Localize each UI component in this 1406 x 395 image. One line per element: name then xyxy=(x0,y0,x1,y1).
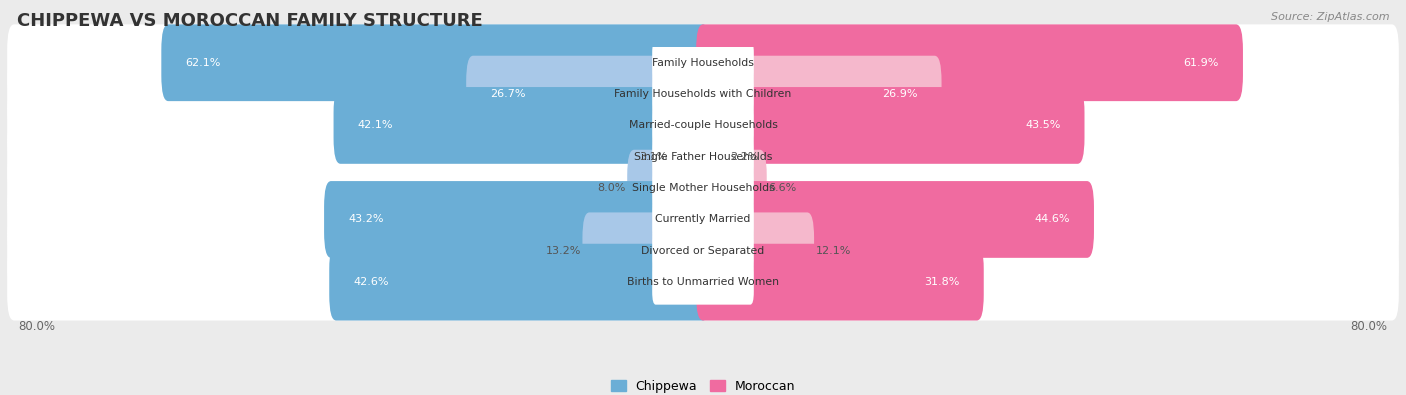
Text: 42.1%: 42.1% xyxy=(357,120,394,130)
FancyBboxPatch shape xyxy=(696,56,942,132)
FancyBboxPatch shape xyxy=(7,24,1399,101)
FancyBboxPatch shape xyxy=(696,244,984,320)
Text: 31.8%: 31.8% xyxy=(924,277,960,287)
FancyBboxPatch shape xyxy=(7,56,1399,132)
FancyBboxPatch shape xyxy=(652,228,754,273)
Text: 61.9%: 61.9% xyxy=(1184,58,1219,68)
FancyBboxPatch shape xyxy=(652,197,754,242)
FancyBboxPatch shape xyxy=(582,213,710,289)
Text: CHIPPEWA VS MOROCCAN FAMILY STRUCTURE: CHIPPEWA VS MOROCCAN FAMILY STRUCTURE xyxy=(17,12,482,30)
FancyBboxPatch shape xyxy=(696,181,1094,258)
FancyBboxPatch shape xyxy=(7,87,1399,164)
Text: Family Households with Children: Family Households with Children xyxy=(614,89,792,99)
FancyBboxPatch shape xyxy=(696,150,766,226)
FancyBboxPatch shape xyxy=(7,244,1399,320)
Text: 6.6%: 6.6% xyxy=(769,183,797,193)
Text: 2.2%: 2.2% xyxy=(731,152,759,162)
FancyBboxPatch shape xyxy=(162,24,710,101)
FancyBboxPatch shape xyxy=(467,56,710,132)
FancyBboxPatch shape xyxy=(652,71,754,117)
Text: 80.0%: 80.0% xyxy=(1351,320,1388,333)
Text: 26.7%: 26.7% xyxy=(491,89,526,99)
Text: 13.2%: 13.2% xyxy=(546,246,581,256)
FancyBboxPatch shape xyxy=(652,260,754,305)
Text: Births to Unmarried Women: Births to Unmarried Women xyxy=(627,277,779,287)
Text: Single Father Households: Single Father Households xyxy=(634,152,772,162)
Text: Single Mother Households: Single Mother Households xyxy=(631,183,775,193)
FancyBboxPatch shape xyxy=(323,181,710,258)
FancyBboxPatch shape xyxy=(7,181,1399,258)
FancyBboxPatch shape xyxy=(627,150,710,226)
FancyBboxPatch shape xyxy=(329,244,710,320)
FancyBboxPatch shape xyxy=(7,118,1399,195)
FancyBboxPatch shape xyxy=(696,87,1084,164)
FancyBboxPatch shape xyxy=(652,134,754,179)
FancyBboxPatch shape xyxy=(333,87,710,164)
Text: 12.1%: 12.1% xyxy=(815,246,851,256)
Text: Married-couple Households: Married-couple Households xyxy=(628,120,778,130)
Text: 8.0%: 8.0% xyxy=(598,183,626,193)
Text: 43.2%: 43.2% xyxy=(349,214,384,224)
FancyBboxPatch shape xyxy=(7,213,1399,289)
FancyBboxPatch shape xyxy=(652,103,754,148)
Text: Divorced or Separated: Divorced or Separated xyxy=(641,246,765,256)
Legend: Chippewa, Moroccan: Chippewa, Moroccan xyxy=(606,375,800,395)
Text: 43.5%: 43.5% xyxy=(1025,120,1060,130)
FancyBboxPatch shape xyxy=(652,166,754,211)
Text: Source: ZipAtlas.com: Source: ZipAtlas.com xyxy=(1271,12,1389,22)
Text: 3.1%: 3.1% xyxy=(640,152,668,162)
Text: 42.6%: 42.6% xyxy=(353,277,389,287)
FancyBboxPatch shape xyxy=(669,118,710,195)
FancyBboxPatch shape xyxy=(696,118,728,195)
FancyBboxPatch shape xyxy=(696,213,814,289)
Text: 80.0%: 80.0% xyxy=(18,320,55,333)
FancyBboxPatch shape xyxy=(7,150,1399,226)
Text: 26.9%: 26.9% xyxy=(882,89,918,99)
Text: 62.1%: 62.1% xyxy=(186,58,221,68)
FancyBboxPatch shape xyxy=(652,40,754,85)
FancyBboxPatch shape xyxy=(696,24,1243,101)
Text: 44.6%: 44.6% xyxy=(1035,214,1070,224)
Text: Family Households: Family Households xyxy=(652,58,754,68)
Text: Currently Married: Currently Married xyxy=(655,214,751,224)
